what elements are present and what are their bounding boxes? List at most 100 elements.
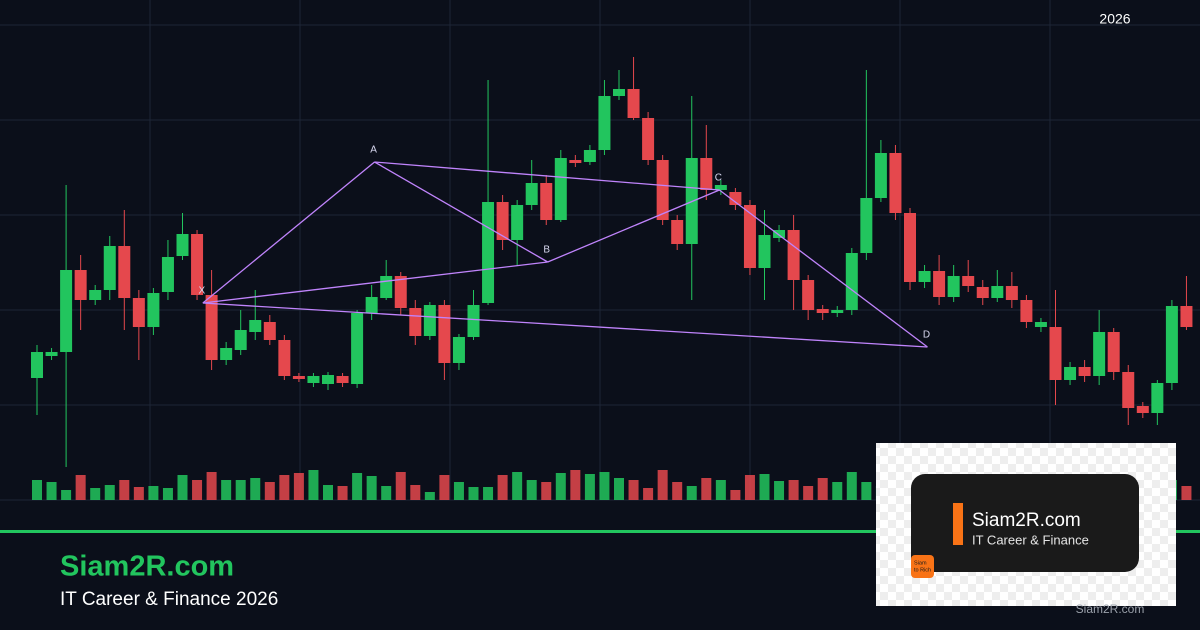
- candle-body: [991, 286, 1004, 298]
- volume-bar: [75, 475, 86, 500]
- pattern-line: [374, 161, 720, 191]
- candle-body: [249, 320, 262, 332]
- candle-body: [118, 246, 131, 298]
- volume-bar: [366, 476, 377, 500]
- volume-bar: [90, 488, 101, 500]
- volume-bar: [61, 490, 72, 500]
- volume-bar: [686, 486, 697, 500]
- volume-bar: [279, 475, 290, 500]
- volume-bar: [497, 475, 508, 500]
- volume-bar: [1181, 486, 1192, 500]
- candle-body: [1180, 306, 1193, 327]
- volume-bar: [293, 473, 304, 500]
- candle-body: [220, 348, 233, 360]
- candle-body: [1078, 367, 1091, 376]
- candle-body: [482, 202, 495, 303]
- volume-bar: [483, 487, 494, 500]
- candle-body: [976, 287, 989, 298]
- volume-bar: [468, 487, 479, 500]
- candle-body: [933, 271, 946, 297]
- volume-bar: [715, 480, 726, 500]
- pattern-line: [719, 189, 928, 348]
- candle-body: [423, 305, 436, 336]
- pattern-line: [202, 261, 548, 304]
- candle-body: [263, 322, 276, 340]
- pattern-label: B: [543, 245, 550, 256]
- candle-body: [438, 305, 451, 363]
- pattern-label: C: [715, 173, 722, 184]
- candle-body: [1093, 332, 1106, 376]
- volume-bar: [206, 472, 217, 500]
- candle-body: [307, 376, 320, 383]
- logo-bar: [953, 503, 963, 545]
- candle-body: [1034, 322, 1047, 327]
- pattern-line: [202, 302, 928, 348]
- divider: [0, 530, 1200, 533]
- grid: [0, 0, 1200, 501]
- candle-body: [511, 205, 524, 240]
- logo-name: Siam2R.com: [972, 510, 1081, 531]
- volume-bar: [570, 470, 581, 500]
- candle-body: [904, 213, 916, 282]
- candle-body: [351, 313, 364, 384]
- candle-body: [1165, 306, 1178, 383]
- volume-bar: [46, 482, 57, 500]
- candle-body: [889, 153, 902, 213]
- volume-bar: [32, 480, 42, 500]
- volume-bar: [541, 482, 552, 500]
- volume-bar: [177, 475, 188, 500]
- candle-body: [31, 352, 43, 378]
- volume-bar: [453, 482, 464, 500]
- candle-body: [45, 352, 58, 356]
- volume-bar: [381, 486, 392, 500]
- candle-body: [147, 293, 160, 327]
- volume-bar: [614, 478, 624, 500]
- volume-bar: [584, 474, 595, 500]
- candle-body: [1064, 367, 1077, 380]
- candle-body: [322, 375, 334, 384]
- volume-bar: [148, 486, 159, 500]
- candle-body: [1136, 406, 1149, 413]
- volume-bar: [643, 488, 654, 500]
- candle-body: [729, 192, 742, 205]
- candle-body: [845, 253, 858, 310]
- candle-body: [642, 118, 655, 160]
- candle-body: [613, 89, 625, 96]
- candle-body: [860, 198, 873, 253]
- year-label: 2026: [1099, 11, 1130, 27]
- candle-body: [743, 205, 756, 268]
- logo-box: [911, 474, 1139, 572]
- candle-body: [787, 230, 800, 280]
- volume-bar: [395, 472, 406, 500]
- volume-bar: [250, 478, 261, 500]
- volume-bar: [119, 480, 130, 500]
- candle-body: [947, 276, 960, 297]
- volume-bar: [162, 488, 173, 500]
- candle-body: [831, 310, 844, 313]
- candle-body: [1151, 383, 1164, 413]
- candle-body: [671, 220, 684, 244]
- brand-title: Siam2R.com: [60, 551, 234, 583]
- candle-body: [525, 183, 538, 205]
- logo-icon: [911, 555, 934, 578]
- logo-icon-text: to Rich: [914, 567, 931, 573]
- pattern-line: [202, 161, 375, 304]
- candle-body: [802, 280, 815, 310]
- candle-body: [132, 298, 145, 327]
- candle-body: [191, 234, 204, 295]
- volume-bar: [352, 473, 363, 500]
- logo-icon-text: Siam: [914, 560, 927, 566]
- volume-bar: [337, 486, 348, 500]
- volume-bar: [861, 482, 872, 500]
- volume-bar: [410, 485, 421, 500]
- volume-bar: [192, 480, 203, 500]
- candle-body: [74, 270, 87, 300]
- volume-bar: [701, 478, 712, 500]
- candle-body: [598, 96, 611, 150]
- candle-body: [1122, 372, 1135, 408]
- pattern-line: [547, 189, 720, 263]
- volume-bar: [846, 472, 857, 500]
- volume-bar: [512, 472, 523, 500]
- candle-body: [380, 276, 393, 298]
- volume-bar: [730, 490, 741, 500]
